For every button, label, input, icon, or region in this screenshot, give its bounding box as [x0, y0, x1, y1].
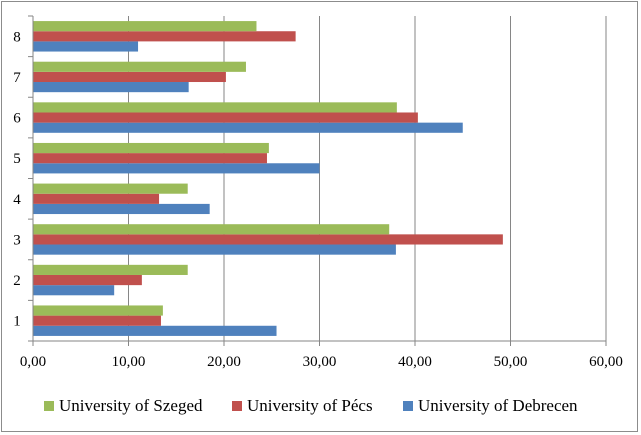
legend: University of Szeged University of Pécs Un…: [0, 392, 641, 420]
y-tick-label: 6: [13, 111, 21, 127]
bar: [33, 315, 161, 326]
legend-swatch: [44, 401, 54, 411]
bar: [33, 224, 390, 235]
bar: [33, 305, 163, 316]
bars: [33, 21, 503, 336]
legend-swatch: [232, 401, 242, 411]
bar: [33, 102, 397, 113]
bar: [33, 41, 139, 52]
bar: [33, 264, 188, 275]
y-tick-label: 1: [13, 314, 21, 330]
bar: [33, 193, 160, 204]
y-tick-label: 7: [13, 70, 21, 86]
legend-label: University of Debrecen: [418, 396, 578, 415]
x-tick-label: 10,00: [112, 354, 146, 370]
x-tick-label: 30,00: [303, 354, 337, 370]
x-tick-label: 40,00: [398, 354, 432, 370]
x-tick-label: 60,00: [589, 354, 623, 370]
legend-item: University of Debrecen: [403, 392, 578, 420]
legend-item: University of Pécs: [232, 392, 373, 420]
bar: [33, 244, 396, 255]
bar: [33, 142, 269, 154]
bar: [33, 285, 115, 296]
bar: [33, 203, 210, 215]
bar: [33, 82, 189, 93]
x-tick-label: 20,00: [207, 354, 241, 370]
bar: [33, 31, 296, 42]
tick-labels: 0,00 10,00 20,00 30,00 40,00 50,00 60,00 1 2 3 4 5 6…: [13, 29, 623, 370]
legend-swatch: [403, 401, 413, 411]
x-tick-label: 0,00: [20, 354, 46, 370]
y-tick-label: 3: [13, 232, 21, 248]
bar: [33, 274, 142, 286]
axes: [28, 15, 607, 346]
bar: [33, 21, 257, 32]
bar: [33, 234, 503, 245]
bar: [33, 112, 418, 123]
bar: [33, 153, 267, 164]
bar: [33, 122, 463, 133]
bar: [33, 325, 277, 336]
legend-item: University of Szeged: [44, 392, 203, 420]
x-tick-label: 50,00: [494, 354, 528, 370]
y-tick-label: 5: [13, 151, 21, 167]
bar: [33, 163, 320, 174]
bar: [33, 71, 226, 83]
y-tick-label: 8: [13, 29, 21, 45]
legend-label: University of Pécs: [247, 396, 373, 415]
legend-label: University of Szeged: [59, 396, 203, 415]
y-tick-label: 4: [13, 192, 21, 208]
bar: [33, 183, 188, 194]
bar: [33, 61, 246, 72]
y-tick-label: 2: [13, 273, 21, 289]
